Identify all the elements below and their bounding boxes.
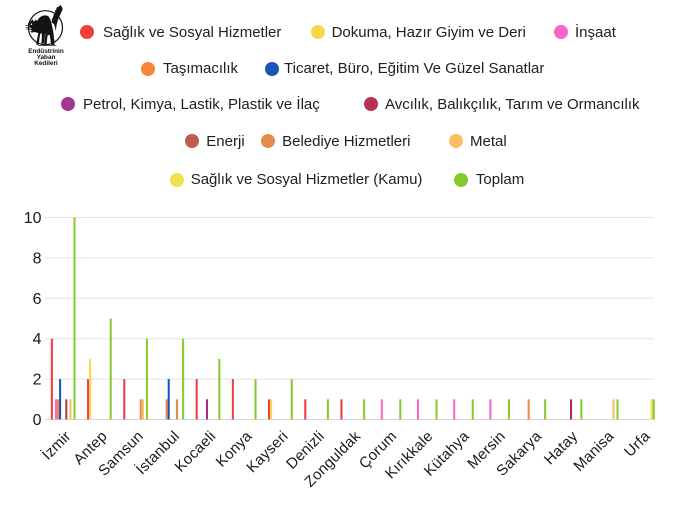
svg-text:2: 2: [33, 372, 42, 389]
svg-text:Kocaeli: Kocaeli: [172, 428, 220, 476]
svg-text:İzmir: İzmir: [38, 427, 74, 463]
svg-text:0: 0: [33, 412, 42, 429]
svg-text:6: 6: [33, 291, 42, 308]
svg-text:Urfa: Urfa: [621, 427, 654, 460]
svg-text:8: 8: [33, 250, 42, 267]
svg-text:Manisa: Manisa: [570, 427, 617, 474]
svg-text:4: 4: [33, 331, 42, 348]
svg-text:10: 10: [24, 210, 42, 227]
